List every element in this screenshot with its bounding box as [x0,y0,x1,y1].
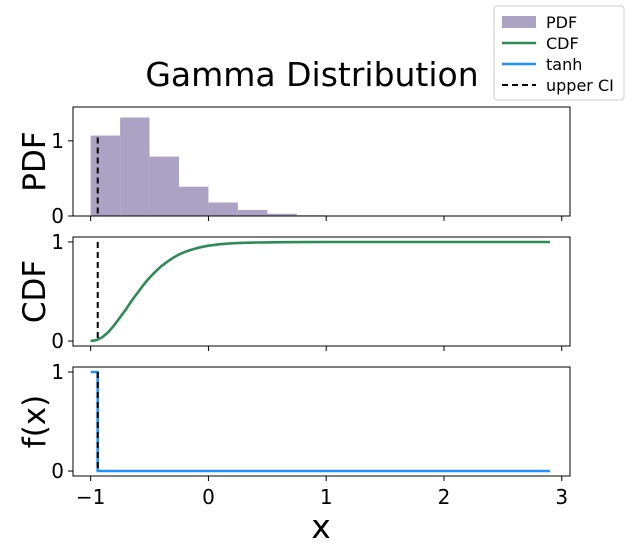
legend-frame [493,5,625,101]
histogram-bar [237,209,268,216]
plot-area-cdf [90,240,550,343]
x-tick-label: 2 [438,485,451,509]
legend-label: PDF [546,13,577,32]
histogram-bar [120,117,150,216]
panel-tanh: 0 1 −1 0 1 2 3 f(x) [17,360,571,509]
histogram-bar [208,202,238,216]
x-tick-label: 0 [202,485,215,509]
cdf-line [90,240,550,343]
legend-label: tanh [546,55,582,74]
plot-area-tanh [90,370,550,473]
axes-frame-cdf [72,236,571,347]
y-axis-label: PDF [17,131,53,191]
chart-title: Gamma Distribution [145,55,478,94]
legend: PDF CDF tanh upper CI [493,5,625,101]
y-tick-label: 1 [51,360,64,384]
legend-label: upper CI [546,76,614,95]
axes-frame-pdf [72,106,571,217]
x-axis-label: x [311,507,331,546]
histogram-bar [267,213,297,216]
tanh-line [90,370,550,473]
plot-area-pdf [90,117,386,216]
histogram-bar [178,186,209,216]
y-tick-label: 0 [51,459,64,483]
x-tick-label: 1 [320,485,333,509]
x-tick-label: 3 [555,485,568,509]
histogram-bar [149,156,179,216]
panel-cdf: 0 1 CDF [17,230,571,353]
y-tick-label: 0 [51,204,64,228]
histogram-bar [90,135,121,216]
y-axis-label: CDF [17,260,53,323]
legend-label: CDF [546,34,579,53]
y-tick-label: 0 [51,329,64,353]
y-tick-label: 1 [51,129,64,153]
legend-swatch [502,16,536,28]
y-axis-label: f(x) [17,395,53,448]
y-tick-label: 1 [51,230,64,254]
x-tick-label: −1 [76,485,105,509]
axes-frame-tanh [72,366,571,477]
